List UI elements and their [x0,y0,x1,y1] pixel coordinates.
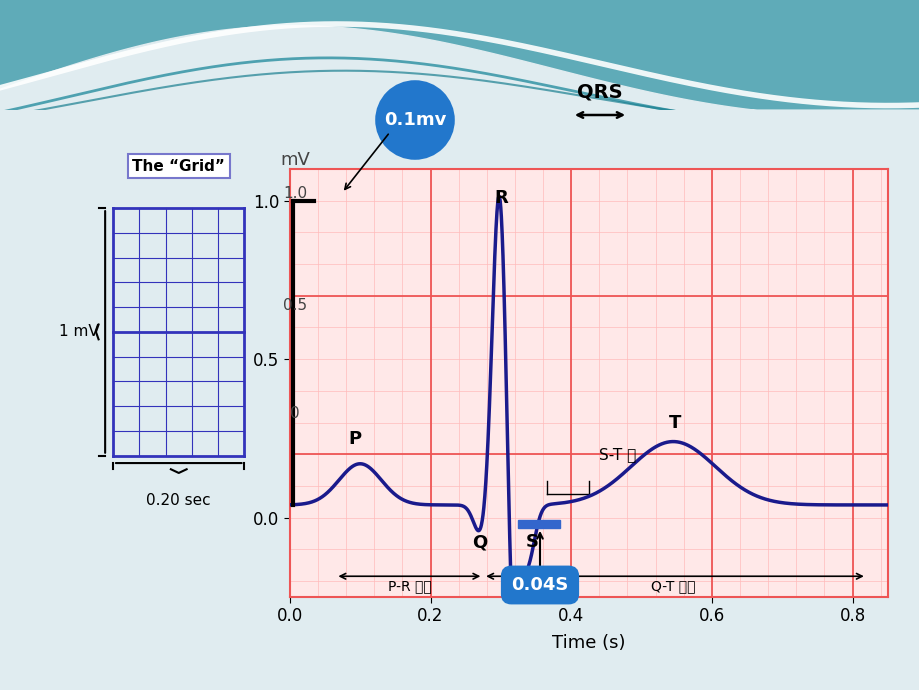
Text: 0: 0 [289,406,300,422]
Text: mV: mV [279,151,310,169]
Text: 0.1mv: 0.1mv [383,111,446,129]
Text: R: R [494,189,507,207]
Bar [517,520,560,528]
Text: Q-T 间期: Q-T 间期 [651,580,695,593]
Text: 1 mV: 1 mV [59,324,98,339]
Text: 0.20 sec: 0.20 sec [146,493,210,508]
Text: P: P [348,430,361,448]
Text: 1.0: 1.0 [283,186,307,201]
Text: QRS: QRS [576,83,622,102]
Text: P-R 间期: P-R 间期 [387,580,431,593]
X-axis label: Time (s): Time (s) [551,633,625,651]
Text: T: T [668,414,681,432]
Text: S: S [526,533,539,551]
Text: 0.5: 0.5 [283,297,307,313]
Text: 0.04S: 0.04S [511,576,568,594]
Text: Q: Q [471,533,487,551]
Text: S-T 段: S-T 段 [598,447,636,462]
Text: The “Grid”: The “Grid” [132,159,225,174]
